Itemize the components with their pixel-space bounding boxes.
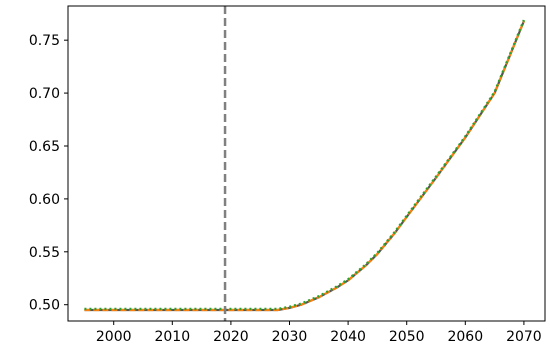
y-tick-label: 0.70 (29, 86, 60, 102)
x-tick-label: 2060 (447, 329, 483, 345)
y-tick-label: 0.65 (29, 139, 60, 155)
y-tick-label: 0.75 (29, 33, 60, 49)
x-tick-label: 2010 (154, 329, 190, 345)
x-tick-label: 2000 (96, 329, 132, 345)
x-tick-label: 2040 (330, 329, 366, 345)
x-tick-label: 2050 (389, 329, 425, 345)
series-line-1 (84, 20, 525, 312)
y-axis: 0.50 0.55 0.60 0.65 0.70 0.75 (29, 33, 68, 314)
series-line-2 (84, 20, 525, 312)
y-tick-label: 0.60 (29, 192, 60, 208)
x-tick-label: 2020 (213, 329, 249, 345)
plot-frame (67, 5, 546, 322)
y-tick-label: 0.50 (29, 298, 60, 314)
series-layer (84, 19, 526, 312)
x-axis: 2000 2010 2020 2030 2040 2050 2060 2070 (96, 321, 542, 345)
series-line-3 (84, 19, 526, 311)
x-tick-label: 2030 (272, 329, 308, 345)
x-tick-label: 2070 (506, 329, 542, 345)
y-tick-label: 0.55 (29, 245, 60, 261)
